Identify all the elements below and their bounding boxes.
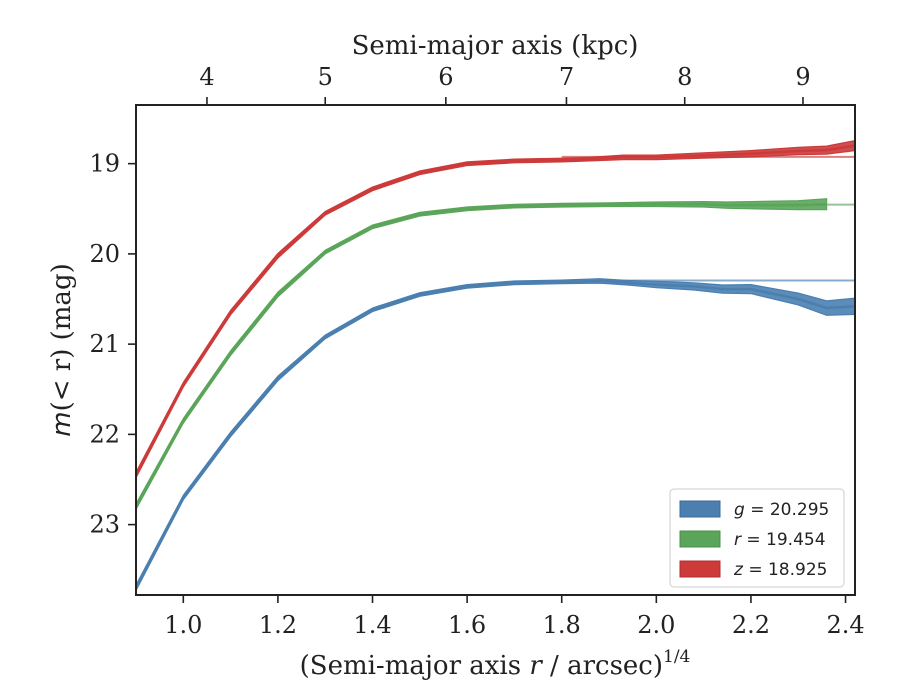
series-r bbox=[134, 198, 855, 510]
series-line bbox=[134, 279, 856, 589]
series-line bbox=[134, 144, 856, 476]
legend-swatch-g bbox=[679, 500, 721, 518]
svg-text:g = 20.295: g = 20.295 bbox=[734, 500, 829, 520]
svg-text:r = 19.454: r = 19.454 bbox=[734, 530, 826, 550]
top-tick-label: 6 bbox=[438, 63, 453, 91]
x-tick-label: 2.2 bbox=[732, 611, 770, 639]
x-tick-label: 1.6 bbox=[448, 611, 486, 639]
series-layer bbox=[134, 139, 856, 591]
top-tick-label: 8 bbox=[677, 63, 692, 91]
y-axis-label: m(< r) (mag) bbox=[47, 263, 77, 436]
series-band bbox=[135, 139, 856, 478]
y-tick-label: 20 bbox=[89, 240, 120, 268]
legend-entry-z: z = 18.925 bbox=[679, 560, 827, 580]
top-axis-ticks: 4 5 6 7 8 9 bbox=[199, 63, 811, 105]
x-tick-label: 2.4 bbox=[826, 611, 864, 639]
top-tick-label: 9 bbox=[795, 63, 810, 91]
y-tick-label: 19 bbox=[89, 150, 120, 178]
top-axis-label: Semi-major axis (kpc) bbox=[352, 31, 639, 61]
legend-entry-g: g = 20.295 bbox=[679, 500, 829, 520]
y-tick-label: 21 bbox=[89, 330, 120, 358]
y-tick-label: 23 bbox=[89, 511, 120, 539]
legend: g = 20.295 r = 19.454 z = 18.925 bbox=[669, 488, 845, 588]
x-axis-ticks: 1.0 1.2 1.4 1.6 1.8 2.0 2.2 2.4 bbox=[164, 595, 865, 639]
svg-text:z = 18.925: z = 18.925 bbox=[733, 560, 827, 580]
top-tick-label: 7 bbox=[559, 63, 574, 91]
series-z bbox=[134, 139, 856, 478]
x-tick-label: 1.0 bbox=[164, 611, 202, 639]
legend-swatch-r bbox=[679, 530, 721, 548]
y-tick-label: 22 bbox=[89, 420, 120, 448]
series-band bbox=[135, 198, 828, 510]
x-tick-label: 2.0 bbox=[637, 611, 675, 639]
plot-frame bbox=[135, 104, 856, 596]
x-tick-label: 1.4 bbox=[353, 611, 391, 639]
y-axis-ticks: 19 20 21 22 23 bbox=[89, 150, 136, 539]
x-axis-label: (Semi-major axis r / arcsec)1/4 bbox=[300, 647, 691, 681]
x-tick-label: 1.8 bbox=[543, 611, 581, 639]
top-tick-label: 4 bbox=[199, 63, 214, 91]
series-line bbox=[134, 203, 827, 508]
legend-swatch-z bbox=[679, 560, 721, 578]
x-tick-label: 1.2 bbox=[259, 611, 297, 639]
top-tick-label: 5 bbox=[318, 63, 333, 91]
legend-entry-r: r = 19.454 bbox=[679, 530, 826, 550]
